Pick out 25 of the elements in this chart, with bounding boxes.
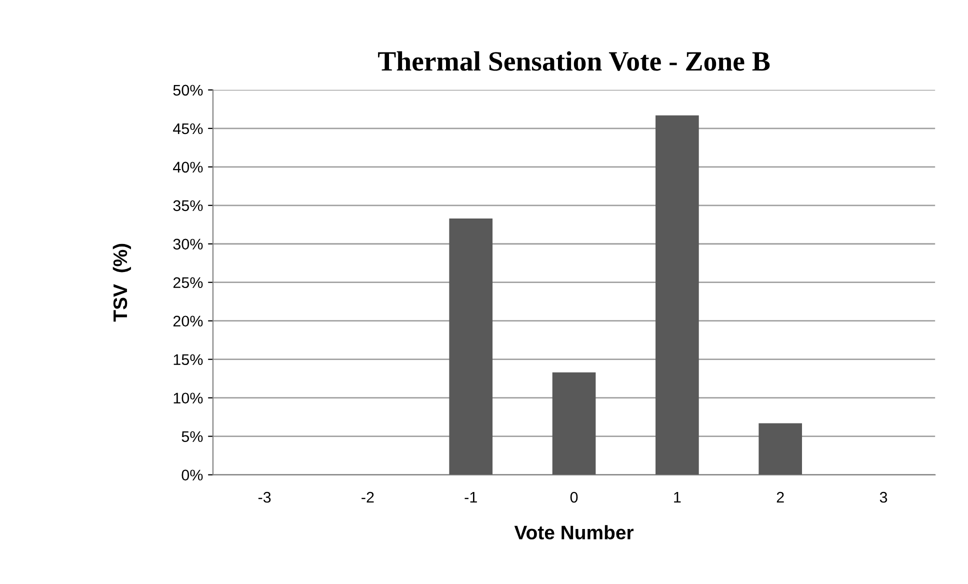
x-tick-label: 3 bbox=[880, 492, 888, 503]
y-tick-label: 30% bbox=[173, 238, 203, 250]
x-tick-label: -3 bbox=[258, 492, 271, 503]
x-tick-label: -2 bbox=[362, 492, 374, 503]
y-tick-label: 35% bbox=[173, 200, 203, 212]
x-tick-label: 0 bbox=[570, 492, 578, 503]
x-axis-title: Vote Number bbox=[514, 525, 634, 540]
bar bbox=[552, 372, 596, 475]
x-tick-label: 1 bbox=[674, 492, 681, 503]
y-tick-label: 0% bbox=[182, 470, 203, 480]
y-tick-label: 10% bbox=[174, 392, 203, 404]
y-axis-title: TSV (%) bbox=[112, 244, 131, 322]
y-tick-label: 45% bbox=[173, 123, 203, 134]
bar bbox=[758, 423, 802, 475]
x-tick-label: 2 bbox=[776, 492, 784, 503]
bar bbox=[449, 218, 493, 475]
y-tick-label: 25% bbox=[173, 277, 203, 288]
chart-title: Thermal Sensation Vote - Zone B bbox=[378, 51, 770, 71]
y-tick-label: 20% bbox=[173, 316, 203, 327]
y-tick-label: 50% bbox=[173, 84, 203, 96]
x-tick-label: -1 bbox=[464, 492, 477, 503]
bar bbox=[656, 115, 699, 475]
y-tick-label: 15% bbox=[174, 354, 203, 366]
y-tick-label: 5% bbox=[182, 431, 203, 442]
y-tick-label: 40% bbox=[173, 162, 203, 173]
